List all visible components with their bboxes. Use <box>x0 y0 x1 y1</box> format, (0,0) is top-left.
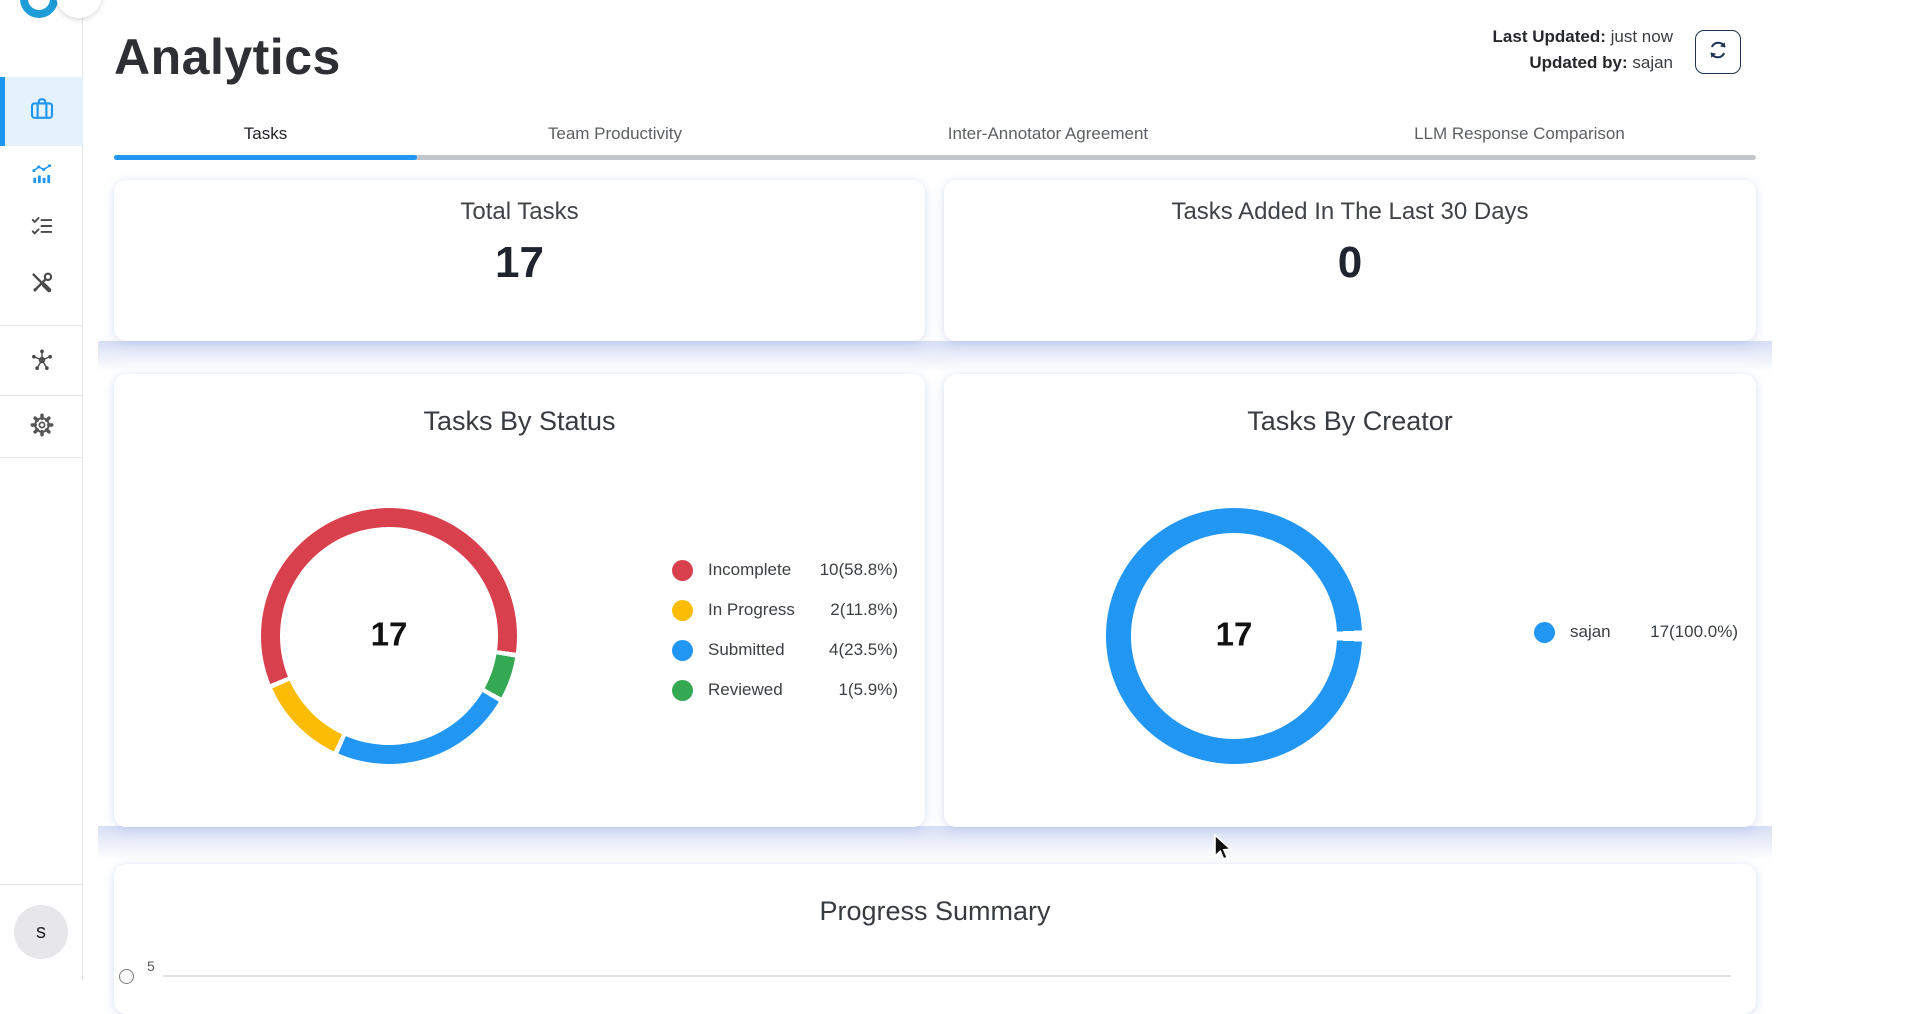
page-title: Analytics <box>114 29 341 85</box>
sidebar-item-analytics[interactable] <box>0 151 83 203</box>
sidebar-divider <box>0 884 83 885</box>
total-tasks-value: 17 <box>495 238 544 287</box>
last-updated-label: Last Updated: <box>1492 27 1606 46</box>
sidebar-item-projects[interactable] <box>0 77 83 146</box>
chart-gridline <box>163 975 1731 977</box>
chart-title: Tasks By Creator <box>1247 406 1453 436</box>
sidebar-divider <box>0 457 83 458</box>
tab-inter-annotator-agreement[interactable]: Inter-Annotator Agreement <box>947 123 1149 143</box>
analytics-dashboard: s Analytics Last Updated: just now Updat… <box>0 0 1772 984</box>
creator-donut-chart: 17 <box>1106 508 1362 764</box>
legend-label: In Progress <box>708 600 795 619</box>
sidebar-item-settings[interactable] <box>0 401 83 453</box>
sidebar-item-connections[interactable] <box>0 336 83 388</box>
refresh-button[interactable] <box>1695 30 1741 74</box>
mouse-cursor-icon <box>1211 833 1235 868</box>
briefcase-icon <box>27 94 57 129</box>
tasks-by-status-card: Tasks By Status 17 Incomplete 10(58.8%) In… <box>114 374 925 827</box>
tab-llm-response-comparison[interactable]: LLM Response Comparison <box>1414 123 1625 143</box>
sidebar-divider <box>0 395 83 396</box>
tab-bar: Tasks Team Productivity Inter-Annotator … <box>114 112 1756 160</box>
sidebar-divider <box>0 325 83 326</box>
tasks-by-creator-card: Tasks By Creator 17 sajan 17(100.0%) <box>944 374 1756 827</box>
legend-item[interactable]: Reviewed 1(5.9%) <box>672 670 898 710</box>
donut-total-label: 17 <box>370 615 408 653</box>
legend-value: 4(23.5%) <box>829 640 898 659</box>
legend-label: Incomplete <box>708 560 792 579</box>
app-logo <box>20 0 58 18</box>
last-updated-value: just now <box>1610 27 1673 46</box>
tasks-added-card: Tasks Added In The Last 30 Days 0 <box>944 180 1756 341</box>
creator-legend: sajan 17(100.0%) <box>1534 612 1738 652</box>
tab-team-productivity[interactable]: Team Productivity <box>547 123 683 143</box>
tab-tasks[interactable]: Tasks <box>243 123 288 143</box>
legend-label: sajan <box>1570 622 1611 641</box>
total-tasks-card: Total Tasks 17 <box>114 180 925 341</box>
status-legend: Incomplete 10(58.8%) In Progress 2(11.8%) Su… <box>672 550 898 710</box>
settings-gear-icon <box>29 412 55 443</box>
card-gap-shadow <box>98 826 1772 866</box>
donut-total-label: 17 <box>1215 615 1253 653</box>
legend-item[interactable]: Incomplete 10(58.8%) <box>672 550 898 590</box>
last-updated-block: Last Updated: just now Updated by: sajan <box>1493 24 1673 76</box>
legend-label: Submitted <box>708 640 785 659</box>
tab-track <box>114 155 1756 160</box>
network-hub-icon <box>29 347 55 378</box>
legend-value: 17(100.0%) <box>1650 622 1738 641</box>
legend-label: Reviewed <box>708 680 783 699</box>
legend-item[interactable]: sajan 17(100.0%) <box>1534 612 1738 652</box>
sidebar-collapse-button[interactable] <box>56 0 102 18</box>
legend-item[interactable]: Submitted 4(23.5%) <box>672 630 898 670</box>
legend-color-dot <box>672 639 693 661</box>
avatar-letter: s <box>36 920 46 943</box>
legend-item[interactable]: In Progress 2(11.8%) <box>672 590 898 630</box>
legend-value: 1(5.9%) <box>838 680 898 699</box>
checklist-icon <box>29 213 55 244</box>
active-tab-indicator <box>114 155 417 160</box>
card-title: Tasks Added In The Last 30 Days <box>1171 198 1529 225</box>
card-title: Total Tasks <box>460 198 579 225</box>
y-axis-tick: 5 <box>147 958 155 974</box>
active-indicator-bar <box>0 77 5 146</box>
card-gap-shadow <box>98 341 1772 377</box>
legend-dot-partial <box>119 969 134 984</box>
progress-summary-card: Progress Summary <box>114 864 1756 1014</box>
chart-title: Progress Summary <box>819 896 1051 926</box>
sidebar: s <box>0 0 83 980</box>
legend-color-dot <box>1534 621 1555 643</box>
sidebar-item-tasks[interactable] <box>0 202 83 254</box>
sync-icon <box>1706 38 1730 67</box>
legend-value: 10(58.8%) <box>819 560 898 579</box>
donut-hole <box>280 527 498 745</box>
legend-color-dot <box>672 679 693 701</box>
donut-hole <box>1131 533 1337 739</box>
updated-by-line: Updated by: sajan <box>1493 50 1673 76</box>
legend-value: 2(11.8%) <box>830 600 898 619</box>
tasks-added-value: 0 <box>1337 238 1363 287</box>
updated-by-label: Updated by: <box>1529 53 1628 72</box>
status-donut-chart: 17 <box>261 508 517 764</box>
tools-icon <box>29 270 55 301</box>
sidebar-item-tools[interactable] <box>0 259 83 311</box>
analytics-chart-icon <box>29 162 55 193</box>
user-avatar[interactable]: s <box>14 905 68 959</box>
chart-title: Tasks By Status <box>423 406 616 436</box>
legend-color-dot <box>672 599 693 621</box>
updated-by-value: sajan <box>1632 53 1673 72</box>
legend-color-dot <box>672 559 693 581</box>
last-updated-line: Last Updated: just now <box>1493 24 1673 50</box>
